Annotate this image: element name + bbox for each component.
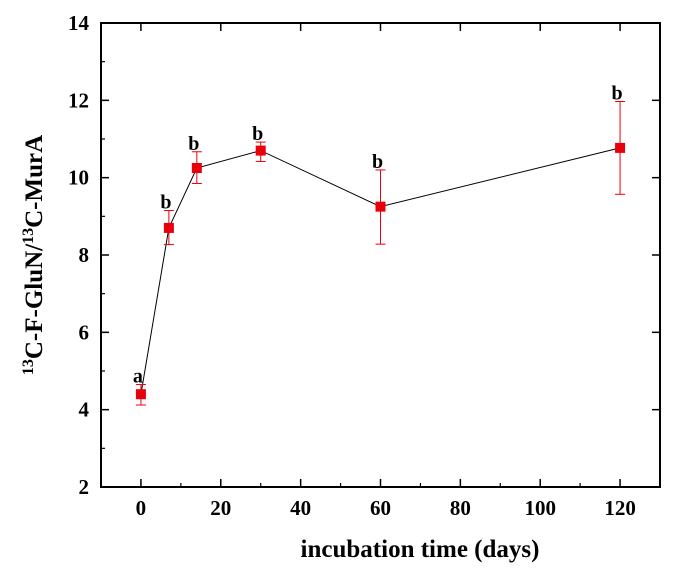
x-tick-label: 80 <box>450 496 471 520</box>
data-point <box>163 222 174 233</box>
significance-label: b <box>188 133 199 155</box>
x-axis-title: incubation time (days) <box>301 536 540 563</box>
data-point <box>191 163 202 173</box>
x-tick-label: 20 <box>210 496 231 520</box>
significance-label: b <box>372 151 383 173</box>
significance-label: a <box>133 366 143 388</box>
data-point <box>615 142 626 153</box>
significance-label: b <box>252 123 263 145</box>
y-tick-label: 10 <box>68 166 89 190</box>
error-bars <box>135 100 626 406</box>
x-tick-label: 0 <box>136 496 147 520</box>
y-tick-label: 2 <box>79 475 90 499</box>
y-axis-title: 13C-F-GluN/13C-MurA <box>20 135 48 375</box>
significance-label: b <box>612 82 623 104</box>
y-tick-label: 4 <box>79 398 90 422</box>
x-tick-label: 60 <box>370 496 391 520</box>
data-point <box>375 201 386 212</box>
plot-frame <box>100 22 661 488</box>
x-tick-label: 40 <box>290 496 311 520</box>
y-axis-title-sup-1: 13 <box>20 359 37 375</box>
significance-label: b <box>160 192 171 214</box>
data-point <box>135 389 146 400</box>
y-axis-title-part-1: C-F-GluN/ <box>21 243 48 359</box>
y-axis-title-part-2: C-MurA <box>21 135 48 228</box>
x-tick-label: 120 <box>604 496 636 520</box>
y-axis-title-sup-2: 13 <box>20 228 37 244</box>
markers <box>135 142 626 400</box>
ticks <box>101 22 660 488</box>
tick-labels: 0 20 40 60 80 100 120 2 4 6 8 10 12 14 <box>68 11 636 520</box>
x-tick-label: 100 <box>524 496 556 520</box>
y-tick-label: 12 <box>68 88 89 112</box>
data-point <box>255 145 266 156</box>
y-tick-label: 6 <box>79 320 90 344</box>
significance-labels: a b b b b b <box>133 82 623 387</box>
y-tick-label: 8 <box>79 243 90 267</box>
y-tick-label: 14 <box>68 11 90 35</box>
series-line <box>140 147 621 395</box>
